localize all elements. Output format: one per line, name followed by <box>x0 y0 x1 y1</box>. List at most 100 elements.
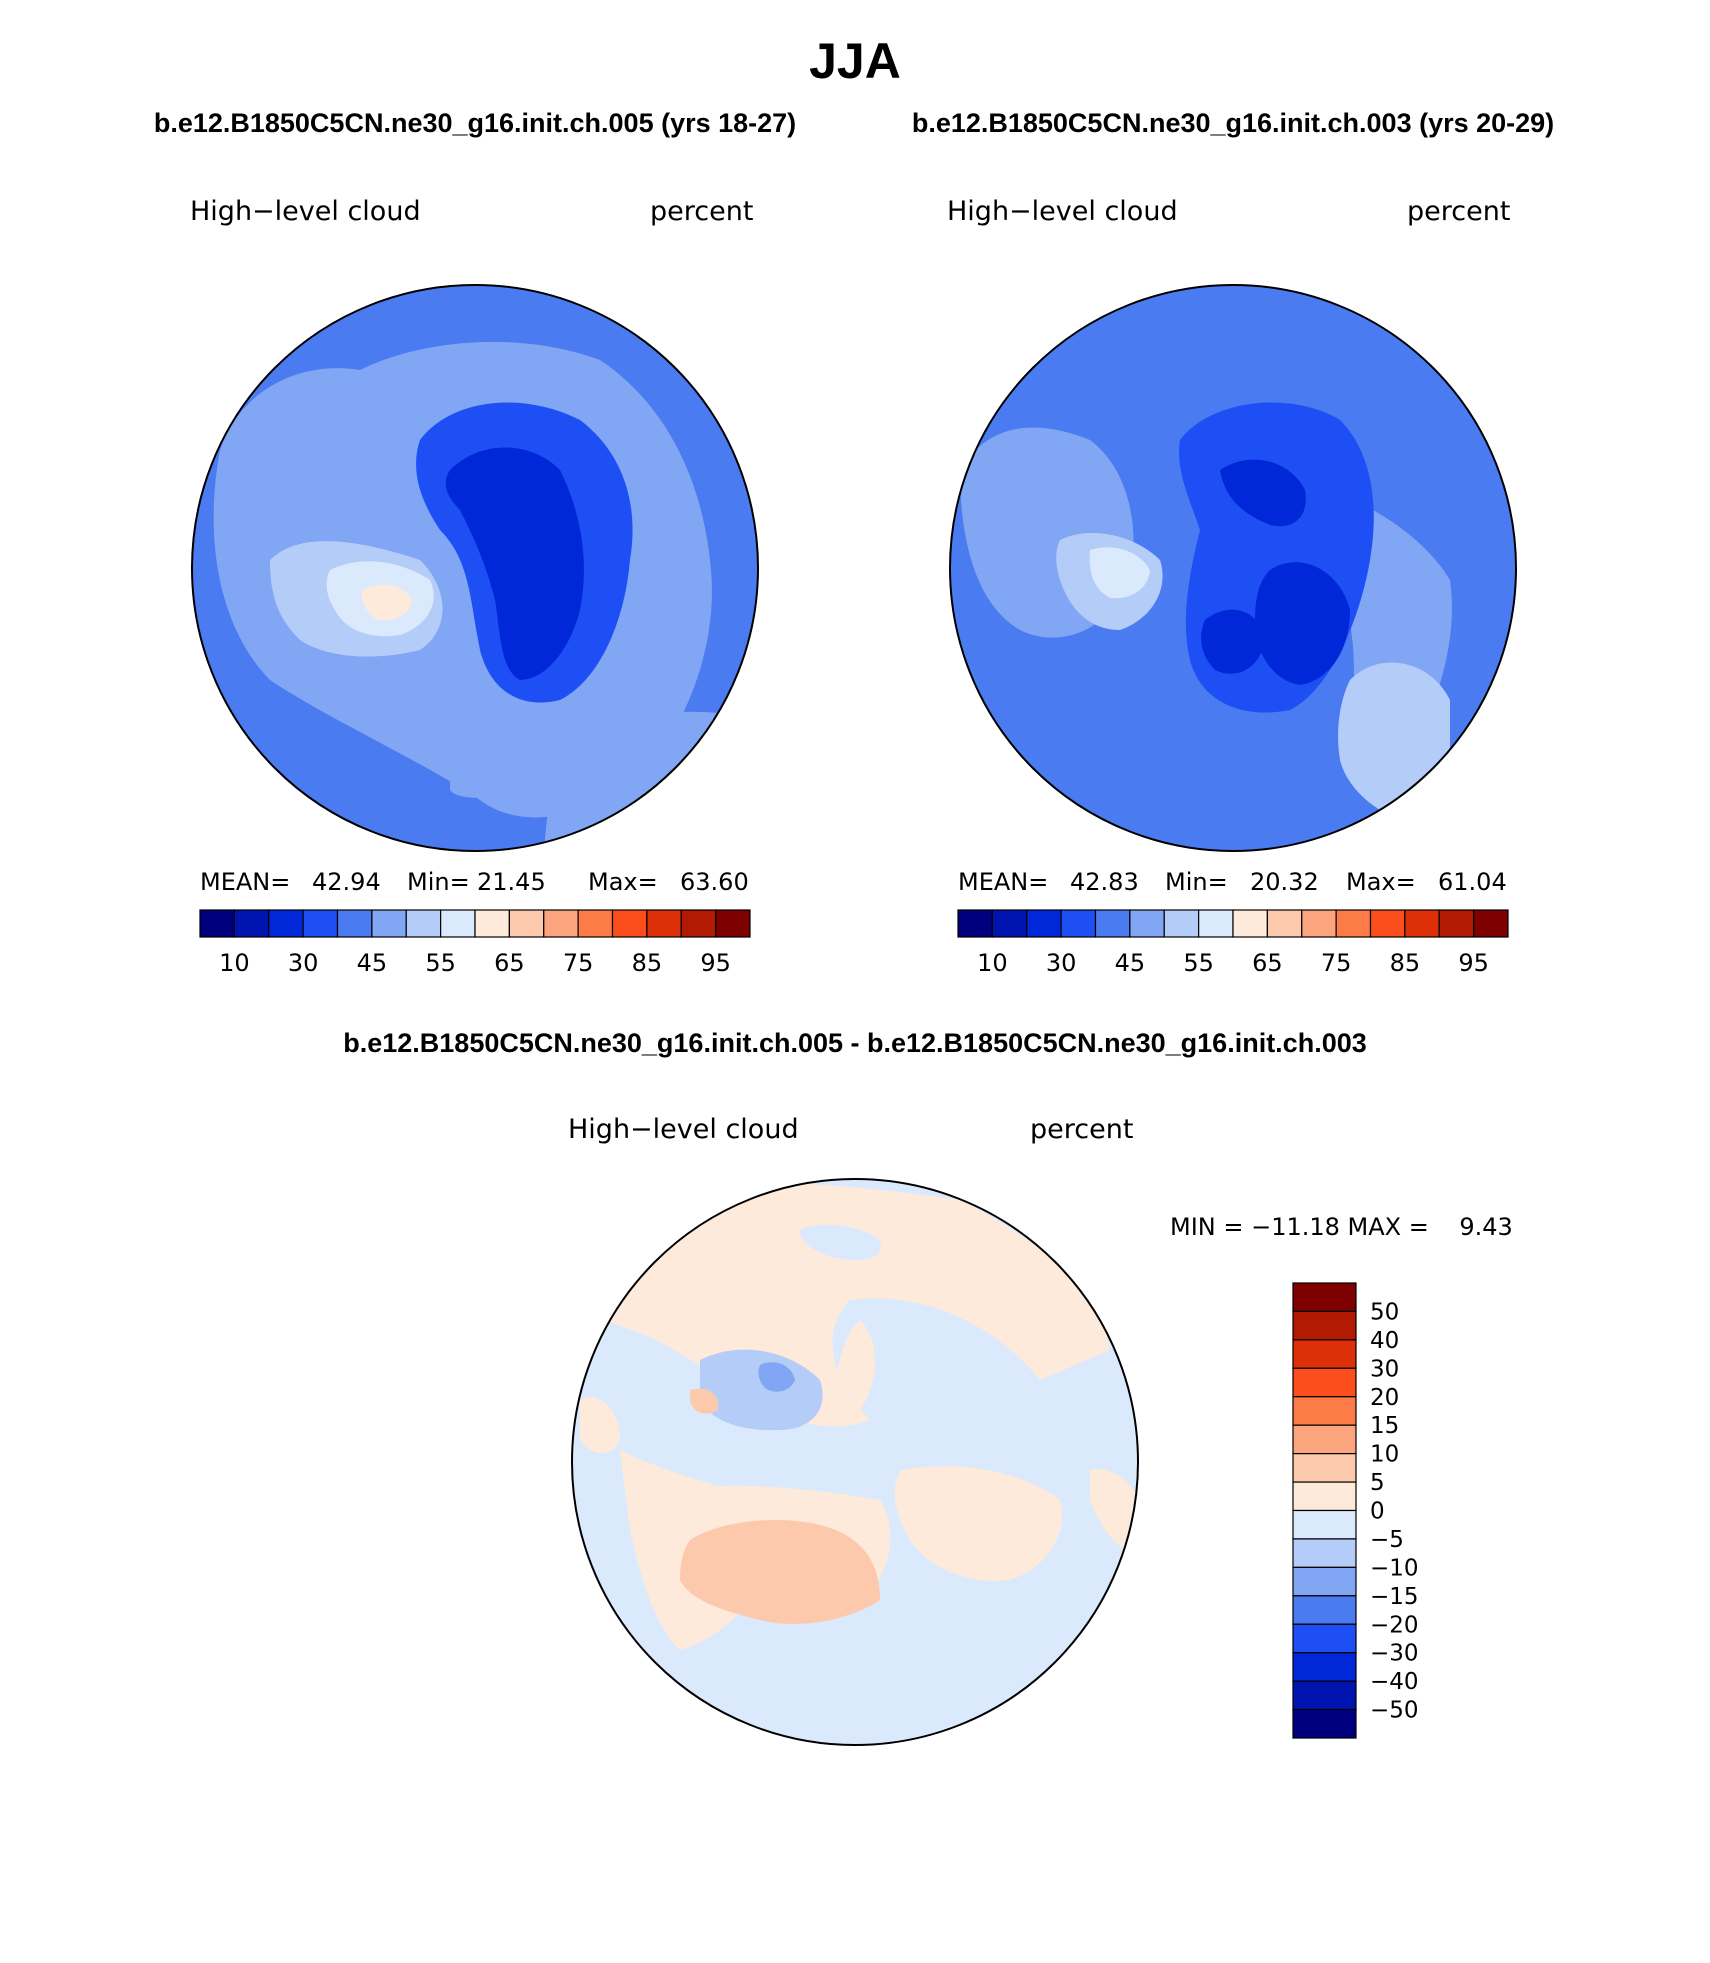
colorbar-tick-label: 30 <box>1046 949 1077 977</box>
colorbar-tick-label: 45 <box>357 949 388 977</box>
left-mean-label: MEAN= <box>200 868 290 896</box>
right-min-label: Min= <box>1165 868 1228 896</box>
colorbar-tick-label: 20 <box>1370 1385 1399 1411</box>
right-min-value: 20.32 <box>1250 868 1319 896</box>
left-polar-map <box>192 285 758 851</box>
left-map-panel: High−level cloud percent MEAN= 42.94 Min… <box>190 196 759 977</box>
colorbar-tick-label: −5 <box>1370 1527 1404 1553</box>
colorbar-swatch <box>1292 1680 1357 1711</box>
colorbar-tick-label: −15 <box>1370 1584 1419 1610</box>
colorbar-tick-label: 50 <box>1370 1299 1399 1325</box>
diff-variable-label: High−level cloud <box>568 1114 799 1145</box>
colorbar-tick-label: 85 <box>632 949 663 977</box>
colorbar-tick-label: 75 <box>1321 949 1352 977</box>
colorbar-swatch <box>1060 909 1097 938</box>
colorbar-swatch <box>508 909 545 938</box>
colorbar-swatch <box>233 909 270 938</box>
colorbar-swatch <box>440 909 476 938</box>
colorbar-swatch <box>1292 1282 1357 1313</box>
colorbar-swatch <box>1335 909 1372 938</box>
colorbar-tick-label: −40 <box>1370 1669 1419 1695</box>
left-max-value: 63.60 <box>680 868 749 896</box>
colorbar-tick-label: 95 <box>700 949 731 977</box>
left-variable-label: High−level cloud <box>190 196 421 227</box>
colorbar-swatch <box>1292 1453 1357 1483</box>
colorbar-swatch <box>1438 909 1475 938</box>
colorbar-tick-label: 65 <box>494 949 525 977</box>
colorbar-swatch <box>1301 909 1337 938</box>
colorbar-tick-label: −10 <box>1370 1555 1419 1581</box>
colorbar-swatch <box>611 909 648 938</box>
colorbar-tick-label: 30 <box>288 949 319 977</box>
colorbar-swatch <box>1292 1509 1357 1540</box>
colorbar-swatch <box>1129 909 1165 938</box>
left-colorbar: 10 30 45 55 65 75 85 95 <box>199 909 751 977</box>
colorbar-tick-label: 45 <box>1115 949 1146 977</box>
colorbar-swatch <box>1292 1424 1357 1455</box>
colorbar-tick-label: −30 <box>1370 1641 1419 1667</box>
colorbar-swatch <box>405 909 442 938</box>
colorbar-swatch <box>1369 909 1406 938</box>
colorbar-tick-label: 30 <box>1370 1356 1399 1382</box>
colorbar-swatch <box>646 909 682 938</box>
colorbar-swatch <box>1094 909 1131 938</box>
colorbar-swatch <box>991 909 1028 938</box>
left-stats: MEAN= 42.94 Min= 21.45 Max= 63.60 <box>200 868 749 896</box>
colorbar-swatch <box>1292 1538 1357 1568</box>
colorbar-swatch <box>1473 909 1509 938</box>
colorbar-tick-label: 5 <box>1370 1470 1385 1496</box>
colorbar-swatch <box>1292 1566 1357 1597</box>
colorbar-swatch <box>1292 1595 1357 1625</box>
colorbar-tick-label: 40 <box>1370 1328 1399 1354</box>
colorbar-tick-label: 10 <box>219 949 250 977</box>
right-colorbar: 10 30 45 55 65 75 85 95 <box>957 909 1509 977</box>
colorbar-swatch <box>268 909 304 938</box>
colorbar-tick-label: 85 <box>1390 949 1421 977</box>
colorbar-swatch <box>1292 1623 1357 1654</box>
colorbar-swatch <box>1292 1310 1357 1341</box>
season-title: JJA <box>809 33 901 89</box>
colorbar-swatch <box>1232 909 1268 938</box>
colorbar-swatch <box>474 909 510 938</box>
left-units-label: percent <box>650 196 753 227</box>
colorbar-swatch <box>302 909 339 938</box>
colorbar-tick-label: 65 <box>1252 949 1283 977</box>
colorbar-tick-label: 55 <box>1183 949 1214 977</box>
colorbar-swatch <box>1026 909 1062 938</box>
diff-map-panel: High−level cloud percent MIN = −11.18 MA… <box>568 1114 1513 1746</box>
right-polar-map <box>950 285 1516 851</box>
left-mean-value: 42.94 <box>312 868 381 896</box>
colorbar-swatch <box>1292 1367 1357 1398</box>
colorbar-swatch <box>1163 909 1200 938</box>
case2-header: b.e12.B1850C5CN.ne30_g16.init.ch.003 (yr… <box>912 108 1554 138</box>
right-max-label: Max= <box>1346 868 1416 896</box>
colorbar-swatch <box>543 909 579 938</box>
colorbar-swatch <box>199 909 235 938</box>
right-max-value: 61.04 <box>1438 868 1507 896</box>
diff-minmax-text: MIN = −11.18 MAX = 9.43 <box>1170 1213 1513 1241</box>
colorbar-swatch <box>1198 909 1234 938</box>
left-min-label: Min= <box>407 868 470 896</box>
diff-header: b.e12.B1850C5CN.ne30_g16.init.ch.005 - b… <box>343 1028 1367 1058</box>
left-min-value: 21.45 <box>477 868 546 896</box>
colorbar-tick-label: 95 <box>1458 949 1489 977</box>
right-variable-label: High−level cloud <box>947 196 1178 227</box>
right-mean-label: MEAN= <box>958 868 1048 896</box>
colorbar-swatch <box>336 909 373 938</box>
colorbar-swatch <box>1292 1339 1357 1369</box>
colorbar-swatch <box>1292 1652 1357 1682</box>
colorbar-tick-label: 15 <box>1370 1413 1399 1439</box>
right-mean-value: 42.83 <box>1070 868 1139 896</box>
colorbar-swatch <box>1266 909 1303 938</box>
colorbar-swatch <box>715 909 751 938</box>
left-max-label: Max= <box>588 868 658 896</box>
colorbar-tick-label: −50 <box>1370 1698 1419 1724</box>
colorbar-tick-label: 55 <box>425 949 456 977</box>
colorbar-swatch <box>957 909 993 938</box>
right-stats: MEAN= 42.83 Min= 20.32 Max= 61.04 <box>958 868 1507 896</box>
colorbar-swatch <box>371 909 407 938</box>
colorbar-swatch <box>1404 909 1440 938</box>
case1-header: b.e12.B1850C5CN.ne30_g16.init.ch.005 (yr… <box>154 108 796 138</box>
right-units-label: percent <box>1407 196 1510 227</box>
